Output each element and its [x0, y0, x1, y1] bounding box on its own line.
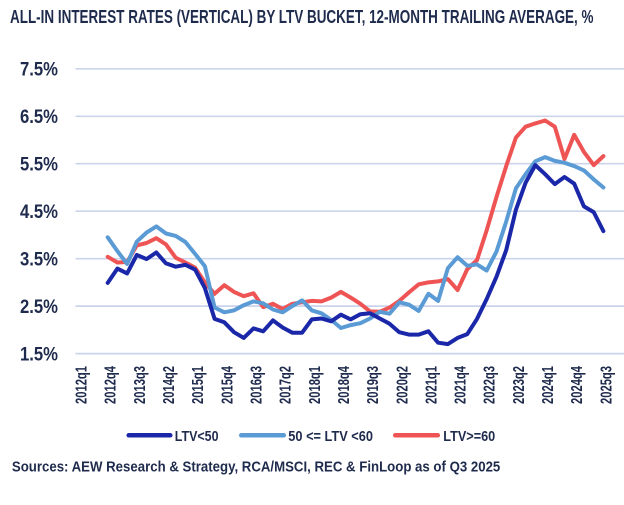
svg-text:2017q2: 2017q2	[278, 366, 295, 404]
svg-text:LTV>=60: LTV>=60	[443, 429, 495, 445]
svg-text:4.5%: 4.5%	[20, 201, 58, 223]
svg-text:2024q1: 2024q1	[540, 366, 557, 404]
svg-text:3.5%: 3.5%	[20, 249, 58, 271]
svg-text:2.5%: 2.5%	[20, 296, 58, 318]
svg-text:2012q1: 2012q1	[74, 366, 91, 404]
svg-text:2021q1: 2021q1	[423, 366, 440, 404]
svg-text:2018q1: 2018q1	[307, 366, 324, 404]
svg-text:50 <= LTV <60: 50 <= LTV <60	[288, 429, 373, 445]
svg-text:Sources: AEW Research & Strate: Sources: AEW Research & Strategy, RCA/MS…	[12, 458, 500, 475]
svg-text:2016q3: 2016q3	[249, 366, 266, 404]
svg-text:2012q4: 2012q4	[103, 366, 120, 404]
svg-text:2013q3: 2013q3	[132, 366, 149, 404]
svg-text:6.5%: 6.5%	[20, 106, 58, 128]
svg-text:2021q4: 2021q4	[453, 366, 470, 404]
svg-text:1.5%: 1.5%	[20, 343, 58, 365]
svg-text:2025q3: 2025q3	[598, 366, 615, 404]
svg-text:2022q3: 2022q3	[482, 366, 499, 404]
svg-text:LTV<50: LTV<50	[175, 429, 219, 445]
svg-text:7.5%: 7.5%	[20, 59, 58, 81]
svg-text:2023q2: 2023q2	[511, 366, 528, 404]
svg-text:2020q2: 2020q2	[394, 366, 411, 404]
svg-text:ALL-IN INTEREST RATES (VERTICA: ALL-IN INTEREST RATES (VERTICAL) BY LTV …	[10, 7, 594, 27]
svg-text:5.5%: 5.5%	[20, 154, 58, 176]
svg-text:2015q1: 2015q1	[190, 366, 207, 404]
svg-text:2018q4: 2018q4	[336, 366, 353, 404]
svg-text:2024q4: 2024q4	[569, 366, 586, 404]
svg-text:2019q3: 2019q3	[365, 366, 382, 404]
svg-text:2014q2: 2014q2	[161, 366, 178, 404]
svg-text:2015q4: 2015q4	[219, 366, 236, 404]
